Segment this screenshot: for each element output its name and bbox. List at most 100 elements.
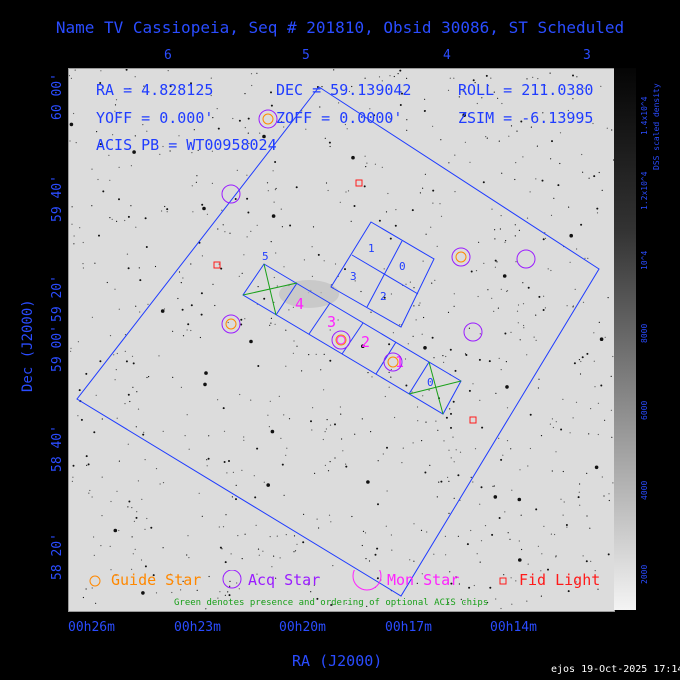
background-star [192, 211, 194, 213]
background-star [281, 226, 283, 228]
background-star [283, 414, 285, 416]
background-star [448, 480, 450, 482]
background-star [71, 206, 73, 208]
colorbar [614, 68, 636, 610]
background-star [131, 568, 133, 570]
background-star [586, 352, 589, 355]
x-axis-label: RA (J2000) [292, 652, 383, 670]
background-star [587, 257, 589, 259]
background-star [516, 310, 519, 312]
background-star [330, 521, 332, 523]
background-star [268, 426, 270, 428]
background-star [257, 548, 260, 550]
background-star [332, 565, 334, 567]
background-star [266, 182, 269, 184]
yoff-field: YOFF = 0.000' [96, 109, 214, 127]
background-star [404, 358, 407, 360]
background-star [353, 205, 356, 207]
background-star [522, 156, 524, 158]
background-star [572, 305, 574, 307]
dec-tick: 58 40' [50, 425, 65, 472]
background-star [305, 128, 307, 130]
background-star [165, 115, 167, 117]
background-star [424, 110, 426, 112]
background-star [506, 290, 508, 292]
background-star [532, 76, 534, 78]
background-star [450, 457, 452, 459]
background-star [554, 533, 556, 536]
background-star [544, 307, 546, 309]
background-star [324, 464, 326, 466]
background-star [565, 524, 568, 526]
background-star [550, 533, 552, 535]
acis-s-chip-label: 1 [395, 353, 404, 371]
background-star [604, 336, 606, 338]
background-star [485, 136, 487, 138]
colorbar-tick: 1.4x10^4 [640, 96, 649, 135]
background-star [313, 584, 315, 587]
background-star [312, 226, 315, 228]
background-star [345, 463, 347, 465]
background-star [567, 109, 569, 112]
background-star [385, 211, 388, 213]
background-star [129, 400, 131, 403]
background-star [72, 476, 74, 478]
background-star [442, 355, 444, 357]
background-star [170, 573, 172, 575]
colorbar-tick: 6000 [640, 400, 649, 420]
background-star [405, 283, 407, 285]
background-star [514, 224, 516, 226]
colorbar-tick: 2000 [640, 564, 649, 584]
background-star [276, 285, 278, 287]
background-star [537, 545, 539, 547]
background-star [486, 137, 488, 139]
background-star [222, 224, 224, 226]
background-star [523, 324, 525, 327]
background-star [347, 190, 350, 192]
background-star [494, 259, 497, 262]
background-star [131, 507, 133, 509]
background-star [549, 423, 551, 425]
background-star [495, 598, 497, 600]
background-star [581, 153, 583, 156]
background-star [91, 587, 93, 589]
background-star [210, 77, 212, 79]
background-star [418, 304, 420, 306]
background-star [323, 260, 325, 262]
sky-field-overlay: 5 4 3 2 1 0 1 0 3 2 [69, 69, 614, 610]
background-star [421, 440, 423, 442]
background-star [116, 490, 118, 492]
background-star [73, 235, 75, 237]
background-star [236, 582, 238, 584]
acis-s-chip-label: 0 [427, 376, 434, 389]
background-star [473, 584, 475, 587]
background-star [125, 69, 128, 71]
background-star [85, 372, 88, 375]
ra-field: RA = 4.828125 [96, 81, 214, 99]
background-star [172, 376, 174, 378]
background-star [544, 237, 547, 239]
background-star [196, 589, 198, 592]
background-star [301, 370, 303, 372]
background-star [281, 463, 284, 466]
background-star [527, 465, 529, 467]
background-star [279, 557, 281, 559]
background-star [498, 140, 500, 142]
background-star [211, 150, 213, 152]
background-star [110, 500, 112, 503]
background-star [86, 464, 88, 466]
background-star [318, 527, 320, 529]
background-star [612, 355, 614, 358]
background-star [562, 514, 564, 516]
background-star [610, 409, 613, 411]
background-star [113, 528, 118, 533]
background-star [361, 418, 363, 420]
background-star [132, 386, 134, 388]
background-star [208, 575, 210, 578]
background-star [114, 379, 116, 381]
background-star [329, 329, 331, 331]
background-star [425, 421, 427, 423]
background-star [118, 111, 121, 114]
background-star [190, 329, 192, 332]
background-star [365, 558, 367, 560]
